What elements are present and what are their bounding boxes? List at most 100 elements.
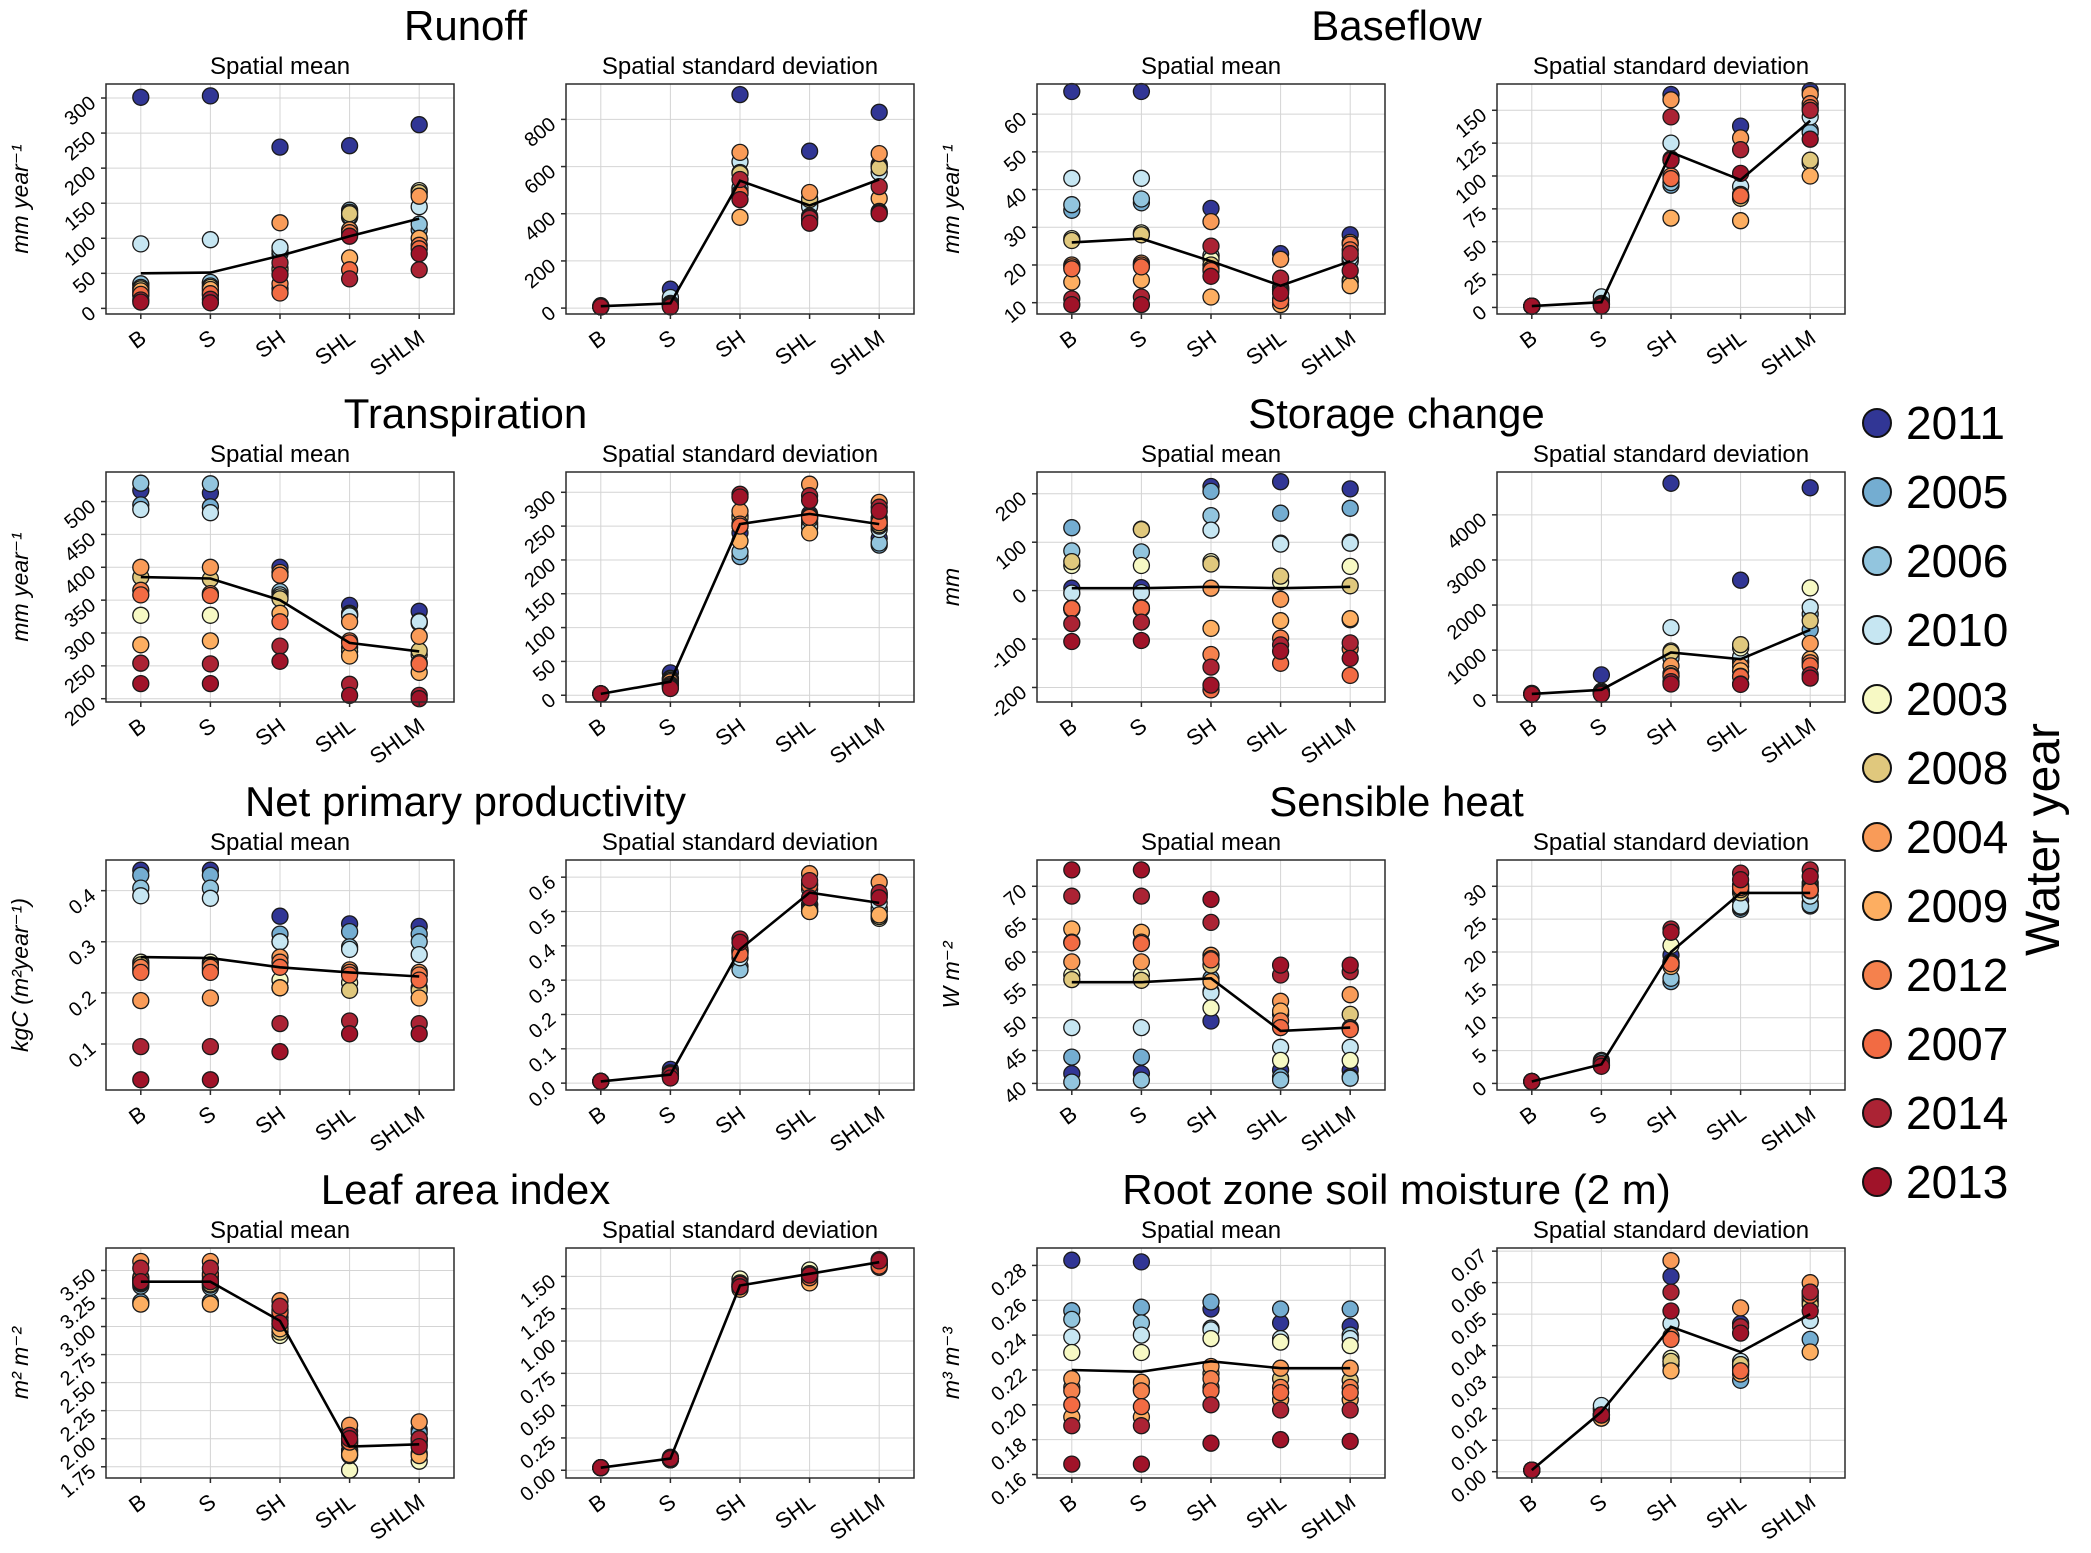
point-2008-B — [1062, 231, 1080, 250]
point-2013-SH — [270, 652, 289, 670]
point-2013-SHL — [1271, 1431, 1289, 1449]
y-tick-label: 1.50 — [516, 1270, 560, 1312]
y-tick-label: 125 — [1451, 137, 1491, 175]
x-tick-label-SHL: SHL — [310, 1489, 359, 1534]
point-2013-SHLM — [1341, 1432, 1359, 1451]
point-2009-SH — [1661, 209, 1680, 227]
point-2014-SH — [1201, 237, 1220, 255]
x-tick-label-SHL: SHL — [770, 1101, 819, 1146]
point-2009-SHLM — [410, 989, 428, 1007]
point-2007-S — [1132, 258, 1150, 276]
y-tick-label: 0.28 — [987, 1259, 1031, 1301]
point-2013-SHLM — [870, 889, 888, 907]
point-2007-SHLM — [410, 971, 428, 989]
point-2007-S — [201, 586, 219, 605]
ensemble-mean-line — [1071, 976, 1350, 1033]
point-2004-B — [131, 991, 149, 1010]
y-tick-label: 0.02 — [1447, 1403, 1491, 1445]
point-2005-SHL — [1271, 1300, 1289, 1318]
y-tick-label: 0.26 — [987, 1294, 1031, 1336]
point-2013-SH — [270, 266, 289, 284]
point-2007-B — [131, 963, 149, 982]
y-tick-label: 40 — [1000, 184, 1031, 215]
ensemble-mean-line — [600, 1260, 879, 1469]
point-2003-SH — [1201, 999, 1220, 1017]
legend-year-label: 2009 — [1906, 879, 2009, 932]
y-tick-label: 0.24 — [987, 1329, 1031, 1371]
point-2013-SHLM — [1341, 261, 1359, 280]
point-2003-S — [1132, 556, 1150, 575]
x-tick-label-SHL: SHL — [770, 1489, 819, 1534]
point-2010-B — [131, 887, 149, 905]
panel-runoff-std-plot: 0 200 400 600 800 B S SH SHL SHLM Spatial standard… — [520, 53, 915, 381]
point-2007-B — [1062, 1396, 1080, 1414]
x-tick-label-B: B — [584, 1101, 611, 1130]
point-2008-S — [1132, 971, 1150, 989]
point-2007-SHLM — [1341, 1020, 1359, 1039]
y-tick-label: 1000 — [1442, 644, 1490, 689]
point-2014-SH — [1661, 108, 1680, 126]
legend-item-2014: 2014 — [1862, 1078, 2022, 1147]
subplot-title: Spatial mean — [209, 1217, 349, 1244]
y-tick-label: 50 — [69, 267, 100, 298]
point-2011-SHL — [800, 142, 818, 160]
panel-baseflow-mean-plot: 10 20 30 40 50 60 B S SH SHL SHLM Spatial mean mm ye… — [938, 53, 1386, 381]
x-tick-label-S: S — [1584, 713, 1611, 742]
x-tick-label-SH: SH — [1181, 713, 1220, 751]
subplot-title: Spatial mean — [1140, 1217, 1280, 1244]
point-2010-SHLM — [1341, 534, 1359, 552]
point-2013-S — [201, 1071, 219, 1089]
x-tick-label-SH: SH — [250, 325, 289, 363]
point-2013-SHLM — [870, 502, 888, 520]
y-tick-label: 0.06 — [1447, 1277, 1491, 1319]
subplot-title: Spatial standard deviation — [1532, 53, 1808, 80]
legend-year-label: 2004 — [1906, 810, 2009, 863]
x-tick-label-S: S — [653, 1101, 680, 1130]
x-tick-label-SHLM: SHLM — [364, 1489, 428, 1545]
point-2013-SHL — [340, 686, 358, 705]
point-2008-B — [1062, 552, 1080, 571]
x-tick-label-SHLM: SHLM — [824, 713, 888, 769]
subplot-title: Spatial standard deviation — [1532, 829, 1808, 856]
y-tick-label: 200 — [60, 162, 100, 200]
point-2003-B — [131, 606, 149, 624]
x-tick-label-S: S — [1584, 1101, 1611, 1130]
point-2014-SH — [1661, 1283, 1680, 1301]
x-tick-label-B: B — [1515, 1489, 1542, 1518]
point-2013-B — [1062, 861, 1080, 879]
point-2003-SHL — [340, 1461, 358, 1479]
point-2011-SHLM — [1801, 479, 1819, 497]
x-tick-label-B: B — [1055, 325, 1082, 354]
x-tick-label-B: B — [124, 325, 151, 354]
point-2009-S — [201, 1295, 219, 1313]
ensemble-mean-line — [600, 891, 879, 1083]
legend-year-label: 2010 — [1906, 603, 2009, 656]
y-tick-label: 15 — [1460, 979, 1491, 1010]
y-tick-label: 25 — [1460, 269, 1491, 300]
legend-item-2011: 2011 — [1862, 388, 2022, 457]
point-2014-B — [1062, 1417, 1080, 1435]
y-tick-label: 0.6 — [524, 871, 559, 906]
point-2010-S — [201, 504, 219, 522]
point-2014-SHL — [800, 871, 818, 890]
x-tick-label-SH: SH — [710, 325, 749, 363]
point-2009-B — [131, 1295, 149, 1313]
point-2007-SHLM — [1341, 666, 1359, 685]
x-tick-label-SH: SH — [250, 1101, 289, 1139]
y-tick-label: 100 — [991, 536, 1031, 574]
point-2011-SHLM — [1341, 480, 1359, 498]
legend-item-2007: 2007 — [1862, 1009, 2022, 1078]
point-2010-S — [1132, 1326, 1150, 1344]
point-2014-SH — [1201, 913, 1220, 932]
panel-baseflow: Baseflow 10 20 30 40 50 60 B S SH SHL SHLM Spatial m… — [931, 0, 1862, 388]
legend-year-label: 2008 — [1906, 741, 2009, 794]
x-tick-label-B: B — [584, 1489, 611, 1518]
x-tick-label-SHL: SHL — [770, 325, 819, 370]
point-2007-SHLM — [1341, 1383, 1359, 1402]
y-tick-label: 0.50 — [516, 1400, 560, 1442]
y-tick-label: 200 — [520, 255, 560, 293]
x-tick-label-SH: SH — [250, 713, 289, 751]
